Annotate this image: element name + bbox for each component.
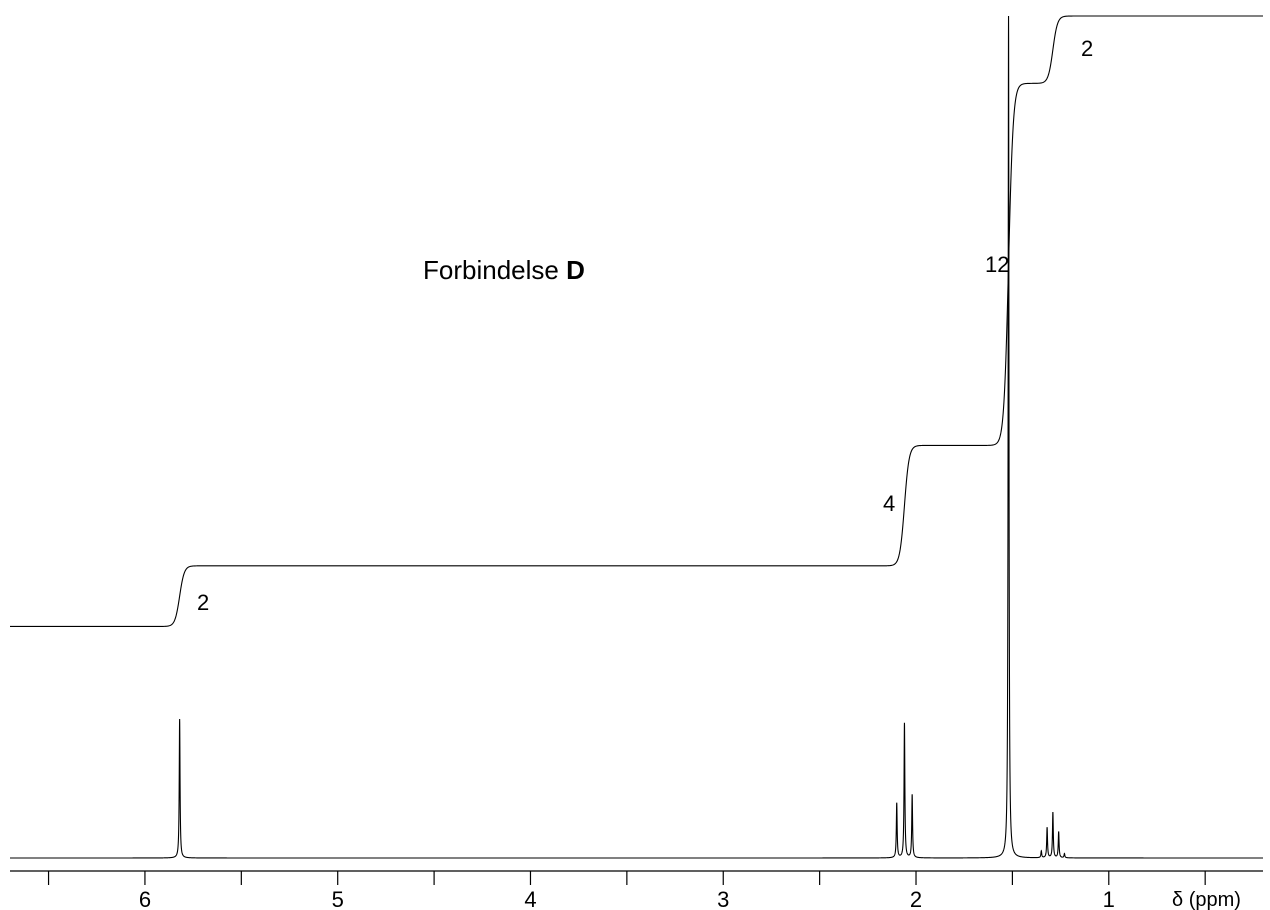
x-tick-labels: 6 5 4 3 2 1 — [139, 887, 1115, 910]
spectrum-trace-group — [10, 15, 1263, 859]
x-tick-label: 2 — [910, 887, 922, 910]
integral-trace-group — [10, 15, 1263, 627]
x-tick-label: 6 — [139, 887, 151, 910]
spectrum-line — [10, 15, 1263, 859]
integral-line — [10, 15, 1263, 627]
chart-title-compound-letter: D — [566, 255, 585, 285]
integral-annotation-1-52: 12 — [985, 252, 1009, 277]
x-axis-label: δ (ppm) — [1172, 889, 1241, 910]
integral-annotation-1-29: 2 — [1081, 36, 1093, 61]
x-tick-label: 4 — [524, 887, 536, 910]
x-tick-label: 3 — [717, 887, 729, 910]
x-axis — [10, 870, 1263, 885]
x-tick-label: 5 — [332, 887, 344, 910]
chart-title-text: Forbindelse — [423, 255, 566, 285]
x-tick-label: 1 — [1103, 887, 1115, 910]
chart-title: Forbindelse D — [423, 255, 585, 285]
integral-annotation-5-82: 2 — [197, 590, 209, 615]
integral-annotation-2-06: 4 — [883, 491, 895, 516]
